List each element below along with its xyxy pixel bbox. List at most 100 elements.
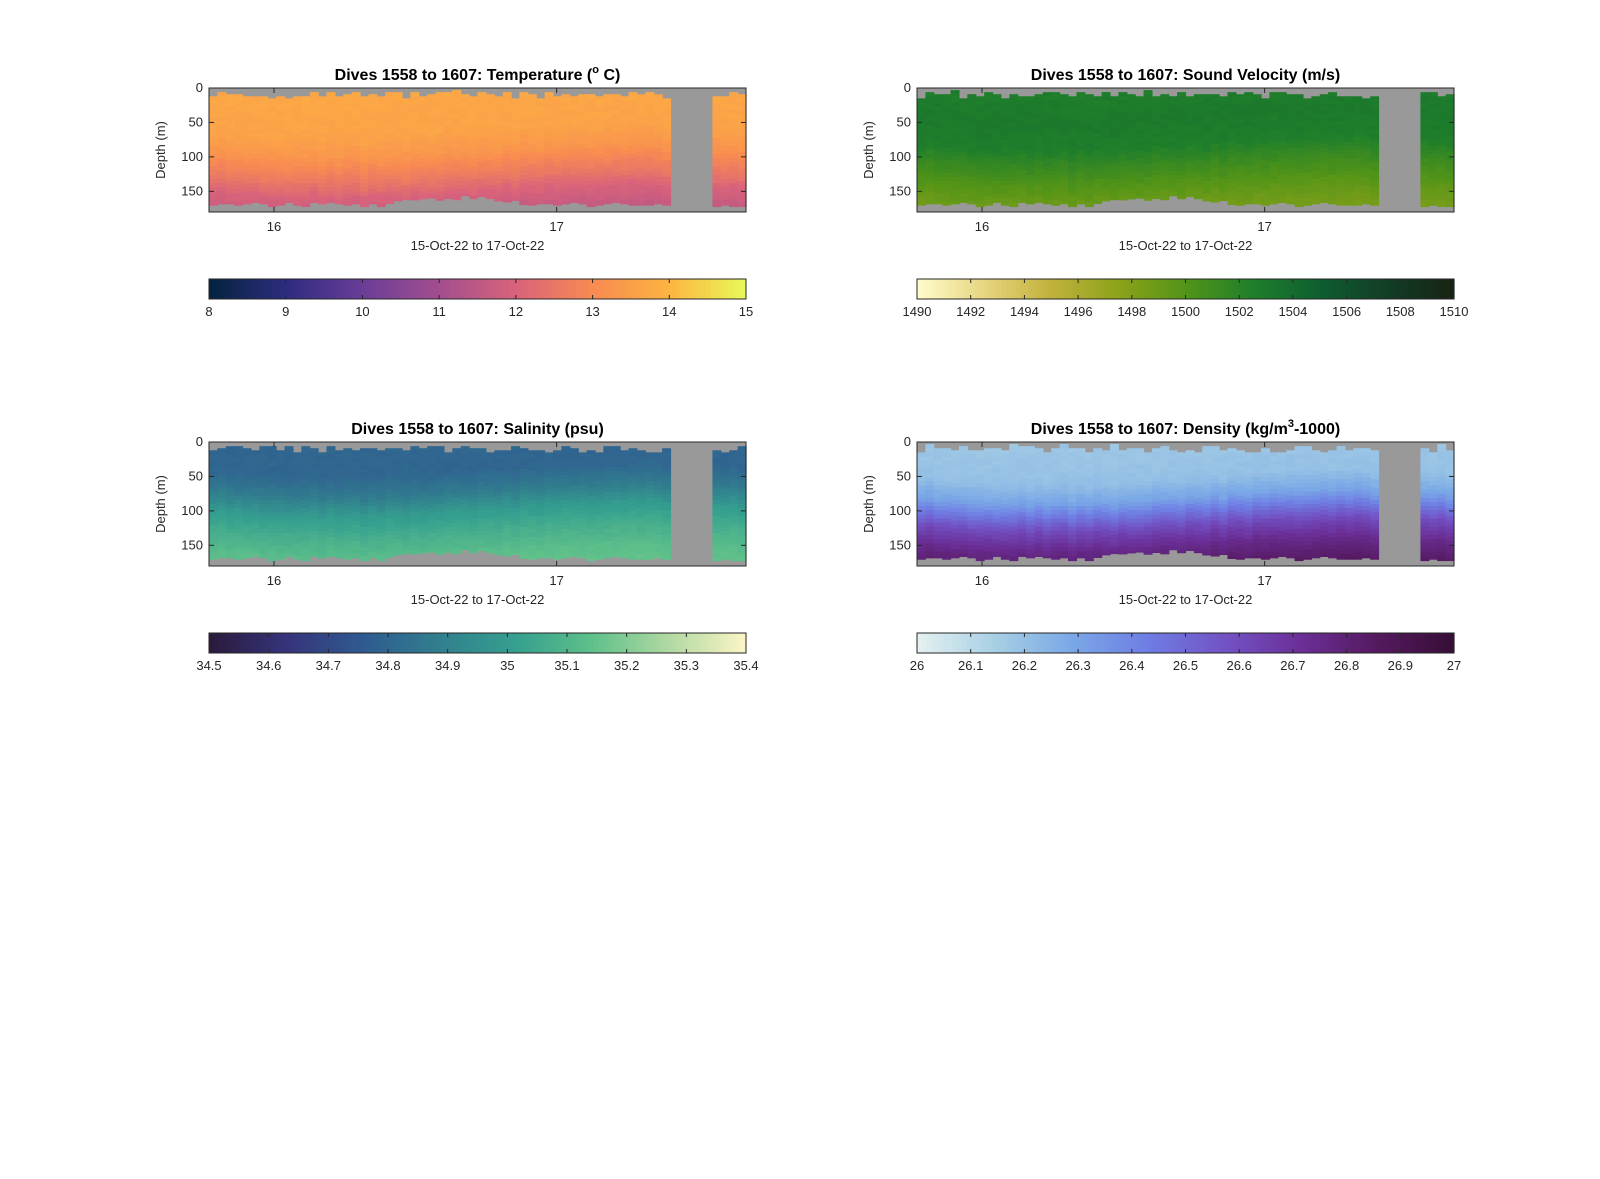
heatmap-cell (1277, 199, 1287, 203)
heatmap-cell (443, 178, 453, 184)
heatmap-cell (984, 195, 994, 201)
heatmap-cell (544, 121, 554, 126)
heatmap-cell (611, 197, 621, 203)
heatmap-cell (536, 516, 546, 522)
heatmap-cell (401, 189, 411, 194)
heatmap-cell (242, 187, 252, 192)
heatmap-cell (1118, 158, 1128, 163)
heatmap-cell (443, 108, 453, 114)
heatmap-cell (1286, 94, 1296, 99)
heatmap-cell (309, 477, 319, 482)
heatmap-cell (933, 110, 943, 116)
heatmap-cell (1076, 121, 1086, 126)
colorbar-segment (262, 279, 268, 299)
heatmap-cell (1126, 143, 1136, 149)
heatmap-cell (301, 491, 311, 497)
heatmap-cell (603, 470, 613, 476)
heatmap-cell (1017, 170, 1027, 176)
heatmap-cell (1328, 150, 1338, 155)
heatmap-cell (276, 166, 286, 172)
heatmap-cell (511, 98, 521, 104)
heatmap-cell (209, 108, 218, 114)
heatmap-cell (603, 512, 613, 517)
heatmap-cell (1051, 199, 1061, 205)
heatmap-cell (401, 495, 411, 501)
heatmap-cell (1210, 110, 1220, 116)
heatmap-cell (1202, 152, 1212, 157)
heatmap-cell (250, 479, 260, 484)
heatmap-cell (1210, 94, 1220, 99)
heatmap-cell (1000, 193, 1010, 199)
heatmap-cell (1219, 158, 1229, 163)
heatmap-cell (603, 454, 613, 460)
heatmap-cell (443, 174, 453, 180)
colorbar-segment (558, 279, 564, 299)
heatmap-cell (234, 528, 244, 534)
heatmap-cell (334, 483, 344, 489)
heatmap-cell (259, 508, 269, 513)
heatmap-cell (276, 195, 286, 201)
heatmap-cell (553, 499, 563, 505)
heatmap-cell (967, 123, 977, 128)
heatmap-cell (376, 195, 386, 201)
colorbar-segment (311, 279, 317, 299)
heatmap-cell (318, 199, 328, 205)
heatmap-cell (1051, 166, 1061, 172)
heatmap-cell (326, 553, 336, 557)
heatmap-cell (385, 485, 395, 491)
heatmap-cell (1093, 121, 1103, 126)
heatmap-cell (653, 102, 663, 108)
heatmap-cell (553, 158, 563, 163)
heatmap-cell (662, 518, 672, 524)
heatmap-cell (1294, 172, 1304, 178)
heatmap-cell (729, 195, 739, 201)
heatmap-cell (393, 543, 403, 548)
heatmap-cell (628, 510, 638, 515)
heatmap-cell (217, 141, 227, 147)
heatmap-cell (234, 499, 244, 505)
heatmap-cell (1026, 187, 1036, 192)
heatmap-cell (1017, 158, 1027, 163)
heatmap-cell (209, 150, 218, 155)
heatmap-cell (553, 183, 563, 188)
heatmap-cell (1202, 119, 1212, 124)
heatmap-cell (712, 96, 722, 101)
heatmap-cell (1000, 156, 1010, 161)
heatmap-cell (1109, 137, 1119, 143)
heatmap-cell (435, 199, 445, 201)
heatmap-cell (1000, 172, 1010, 178)
heatmap-cell (494, 516, 504, 522)
colorbar-segment (235, 279, 241, 299)
heatmap-cell (620, 499, 630, 505)
colorbar-segment (1221, 279, 1227, 299)
heatmap-cell (368, 539, 378, 544)
heatmap-cell (561, 512, 571, 517)
colorbar-segment (925, 279, 932, 299)
heatmap-cell (494, 195, 504, 201)
heatmap-cell (586, 483, 596, 489)
heatmap-cell (569, 133, 579, 139)
heatmap-cell (1000, 176, 1010, 182)
heatmap-cell (460, 114, 470, 120)
heatmap-cell (234, 458, 244, 464)
heatmap-cell (301, 133, 311, 139)
heatmap-cell (942, 94, 952, 99)
heatmap-cell (385, 195, 395, 201)
heatmap-cell (494, 495, 504, 501)
heatmap-cell (443, 125, 453, 130)
heatmap-cell (737, 205, 747, 208)
heatmap-cell (917, 143, 926, 149)
heatmap-cell (292, 510, 302, 515)
heatmap-cell (603, 119, 613, 124)
colorbar-segment (517, 279, 523, 299)
heatmap-cell (376, 549, 386, 555)
heatmap-cell (611, 520, 621, 526)
heatmap-cell (1311, 100, 1321, 106)
heatmap-cell (334, 137, 344, 143)
heatmap-cell (292, 145, 302, 151)
heatmap-cell (1101, 125, 1111, 130)
heatmap-cell (628, 141, 638, 147)
heatmap-cell (569, 518, 579, 524)
heatmap-cell (1328, 174, 1338, 180)
heatmap-cell (1009, 189, 1019, 194)
